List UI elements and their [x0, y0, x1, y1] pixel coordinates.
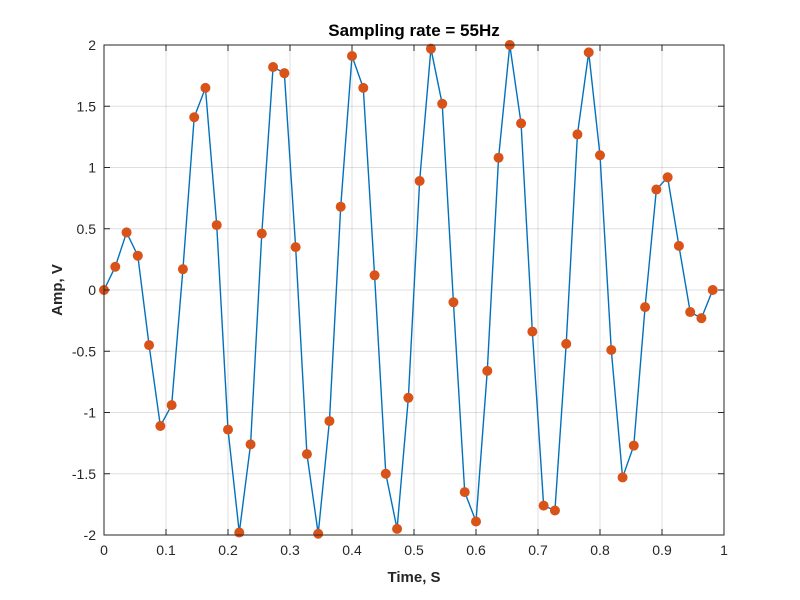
data-point	[628, 440, 639, 451]
x-axis-label: Time, S	[387, 569, 440, 586]
chart-title: Sampling rate = 55Hz	[328, 21, 499, 40]
data-point	[324, 416, 335, 427]
data-point	[279, 68, 290, 79]
data-point	[245, 439, 256, 450]
data-point	[425, 43, 436, 54]
data-point	[301, 449, 312, 460]
data-point	[290, 242, 301, 253]
data-point	[640, 302, 651, 313]
y-tick-label: 2	[88, 37, 96, 53]
data-point	[448, 297, 459, 308]
data-point	[234, 527, 245, 538]
x-tick-label: 0	[100, 542, 108, 558]
y-tick-label: 1.5	[77, 98, 97, 114]
x-tick-label: 0.1	[156, 542, 176, 558]
x-tick-label: 0.2	[218, 542, 238, 558]
y-tick-label: 0.5	[77, 221, 97, 237]
data-point	[132, 250, 143, 261]
data-point	[583, 47, 594, 58]
data-point	[414, 175, 425, 186]
x-tick-label: 0.7	[528, 542, 548, 558]
data-point	[256, 228, 267, 239]
data-point	[211, 220, 222, 231]
data-point	[155, 420, 166, 431]
data-point	[347, 51, 357, 62]
data-point	[403, 392, 414, 403]
y-tick-label: -1.5	[72, 466, 96, 482]
data-point	[459, 487, 470, 498]
data-point	[527, 326, 538, 337]
y-tick-label: 1	[88, 160, 96, 176]
data-point	[144, 340, 155, 351]
data-point	[561, 338, 572, 349]
data-point	[707, 285, 718, 295]
data-point	[685, 307, 696, 318]
data-point	[595, 150, 605, 161]
data-point	[549, 505, 560, 516]
data-point	[392, 523, 403, 534]
data-point	[189, 112, 200, 123]
x-tick-label: 0.3	[280, 542, 300, 558]
x-tick-label: 0.6	[466, 542, 486, 558]
y-tick-label: -0.5	[72, 343, 96, 359]
data-point	[673, 240, 684, 251]
y-tick-label: 0	[88, 282, 96, 298]
data-point	[617, 472, 628, 483]
data-point	[313, 528, 324, 539]
x-tick-label: 0.5	[404, 542, 424, 558]
data-point	[369, 270, 380, 281]
data-point	[121, 227, 132, 238]
data-point	[335, 201, 346, 212]
data-point	[177, 264, 188, 275]
data-series	[99, 40, 718, 539]
data-point	[110, 261, 121, 272]
data-point	[493, 152, 504, 163]
y-axis-label: Amp, V	[49, 264, 66, 316]
x-tick-label: 0.8	[590, 542, 610, 558]
data-point	[380, 468, 391, 479]
data-point	[516, 118, 527, 129]
data-point	[166, 400, 177, 411]
data-point	[358, 82, 369, 93]
data-point	[200, 82, 211, 93]
data-point	[268, 62, 279, 73]
x-tick-label: 1	[720, 542, 728, 558]
data-point	[538, 500, 549, 511]
data-point	[606, 345, 617, 356]
data-point	[482, 365, 493, 376]
y-tick-label: -2	[84, 527, 97, 543]
data-point	[223, 424, 233, 435]
data-point	[572, 129, 583, 140]
data-point	[471, 516, 481, 527]
data-point	[437, 98, 448, 109]
data-point	[696, 313, 707, 324]
axis-ticks: 0 0.1 0.2 0.3 0.4 0.5 0.6 0.7 0.8 0.9 1 -2 -1.5 -1 -0.…	[72, 37, 728, 558]
data-point	[662, 172, 673, 183]
x-tick-label: 0.9	[652, 542, 672, 558]
data-point	[651, 184, 662, 195]
x-tick-label: 0.4	[342, 542, 362, 558]
y-tick-label: -1	[84, 405, 97, 421]
